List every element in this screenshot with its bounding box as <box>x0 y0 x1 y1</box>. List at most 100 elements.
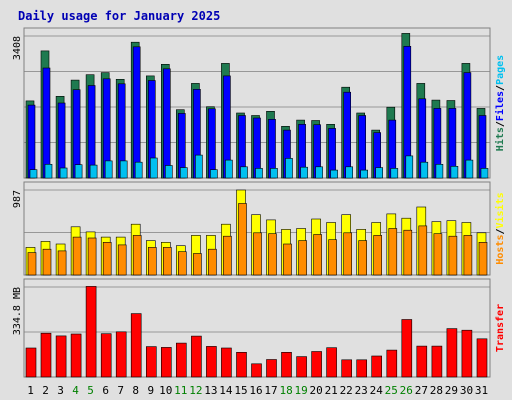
x-tick-label: 22 <box>340 384 353 397</box>
x-tick-label: 15 <box>234 384 247 397</box>
hosts-bar <box>148 247 157 276</box>
pages-bar <box>29 169 38 179</box>
transfer-bar <box>85 286 97 378</box>
transfer-series-label: Transfer <box>495 304 506 352</box>
x-tick-label: 31 <box>475 384 488 397</box>
hosts-bar <box>403 229 413 276</box>
transfer-bar <box>266 359 277 378</box>
hosts-bar <box>72 236 82 276</box>
hits-files-pages-panel: 3408 Hits/Files/Pages <box>12 27 506 179</box>
transfer-bar <box>115 331 127 378</box>
x-tick-label: 19 <box>294 384 307 397</box>
x-tick-label: 1 <box>27 384 34 397</box>
x-tick-label: 6 <box>102 384 109 397</box>
hosts-bar <box>102 242 112 276</box>
pages-bar <box>89 164 98 179</box>
hits-files-pages-series-label: Hits/Files/Pages <box>494 55 506 151</box>
x-tick-label: 8 <box>132 384 139 397</box>
pages-bar <box>405 155 414 179</box>
x-tick-label: 21 <box>325 384 338 397</box>
files-bar <box>132 46 141 179</box>
transfer-bar <box>476 338 488 378</box>
transfer-frame <box>23 278 491 378</box>
x-tick-label: 17 <box>264 384 277 397</box>
transfer-bar <box>311 351 322 378</box>
transfer-bar <box>416 345 428 378</box>
transfer-bar <box>236 351 247 378</box>
pages-bar <box>104 160 113 179</box>
pages-bar <box>150 157 158 179</box>
files-bar <box>163 68 171 179</box>
transfer-bar <box>146 346 157 378</box>
pages-bar <box>119 160 128 179</box>
transfer-bar <box>371 355 383 378</box>
transfer-bar <box>296 356 307 378</box>
x-axis-day-labels: 1 2 3 4 5 6 7 8 9 10 11 12 13 14 15 16 17 18 19 20 21 22 23 24 2… <box>27 384 488 397</box>
pages-bar <box>420 161 429 179</box>
files-bar <box>343 91 352 179</box>
x-tick-label: 11 <box>174 384 187 397</box>
pages-bar <box>390 168 399 179</box>
chart-title: Daily usage for January 2025 <box>18 9 220 23</box>
transfer-bar <box>386 349 398 378</box>
hosts-bar <box>433 233 443 276</box>
pages-bar <box>315 166 323 179</box>
transfer-bar <box>221 347 232 378</box>
x-tick-label: 24 <box>370 384 384 397</box>
pages-bar <box>435 164 444 179</box>
pages-bar <box>195 154 203 179</box>
x-tick-label: 25 <box>385 384 398 397</box>
hosts-bar <box>298 240 307 276</box>
transfer-bar <box>431 345 443 378</box>
pages-bar <box>165 165 173 179</box>
x-tick-label: 26 <box>400 384 413 397</box>
transfer-bar <box>356 359 368 378</box>
hosts-bar <box>117 244 127 276</box>
hosts-bar <box>178 251 187 276</box>
transfer-bar <box>55 335 67 378</box>
transfer-bar <box>401 319 413 378</box>
visits-hosts-panel: 987 Hosts/Visits <box>12 181 506 276</box>
files-bar <box>358 115 367 179</box>
pages-bar <box>225 159 233 179</box>
x-tick-label: 16 <box>249 384 262 397</box>
hosts-bar <box>193 253 202 276</box>
transfer-bar <box>341 359 353 378</box>
transfer-bar <box>326 347 337 378</box>
hosts-bar <box>238 203 247 276</box>
pages-bar <box>240 166 248 179</box>
hosts-bar <box>358 240 368 276</box>
pages-bar <box>480 168 489 179</box>
transfer-bar <box>70 333 82 378</box>
hosts-bar <box>283 243 292 276</box>
visits-hosts-series-label: Hosts/Visits <box>494 192 506 264</box>
pages-bar <box>44 164 53 179</box>
pages-bar <box>255 168 263 179</box>
hosts-bar <box>463 235 473 276</box>
files-bar <box>208 108 216 179</box>
x-tick-label: 7 <box>117 384 124 397</box>
x-tick-label: 12 <box>189 384 202 397</box>
x-tick-label: 27 <box>415 384 428 397</box>
hosts-bar <box>132 235 142 276</box>
hosts-bar <box>343 232 353 276</box>
hosts-bar <box>388 228 398 276</box>
transfer-bar <box>446 328 458 378</box>
x-tick-label: 2 <box>42 384 49 397</box>
x-tick-label: 4 <box>72 384 79 397</box>
transfer-bar <box>461 329 473 378</box>
hits-files-pages-ymax-label: 3408 <box>12 36 23 60</box>
hosts-bar <box>418 225 428 276</box>
transfer-panel: 334.8 MB Transfer <box>12 278 506 378</box>
pages-bar <box>465 159 474 179</box>
pages-bar <box>330 169 338 179</box>
hosts-bar <box>448 235 458 276</box>
transfer-bar <box>100 333 112 378</box>
transfer-bar <box>251 363 262 378</box>
x-tick-label: 13 <box>204 384 217 397</box>
transfer-bar <box>25 347 37 378</box>
files-bar <box>42 67 51 179</box>
files-bar <box>27 104 36 179</box>
pages-bar <box>74 164 83 179</box>
